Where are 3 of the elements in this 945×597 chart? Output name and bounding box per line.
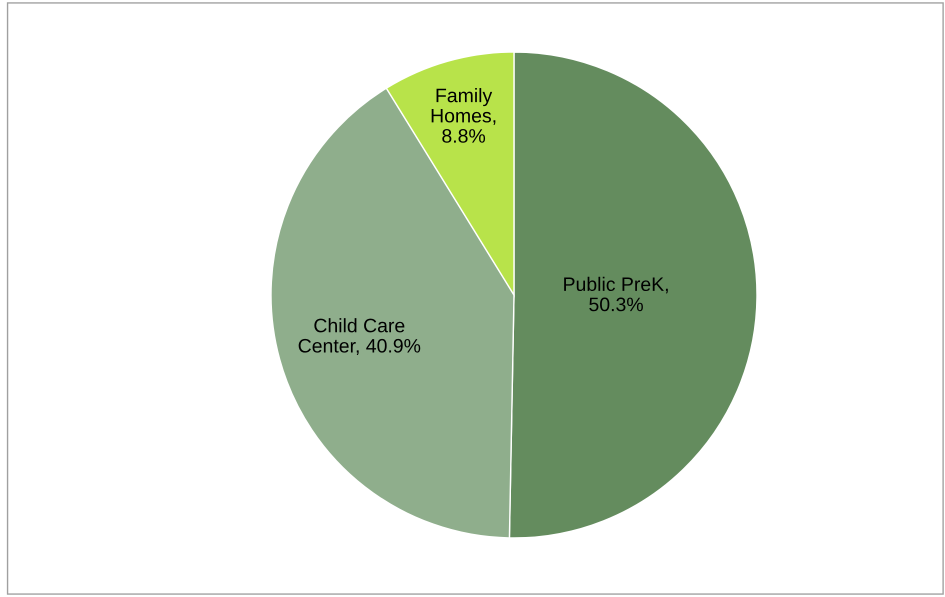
slice-label: Family Homes, 8.8% xyxy=(432,88,496,143)
slice-label: Public PreK, 50.3% xyxy=(564,276,668,312)
slice-label: Child Care Center, 40.9% xyxy=(298,318,420,355)
